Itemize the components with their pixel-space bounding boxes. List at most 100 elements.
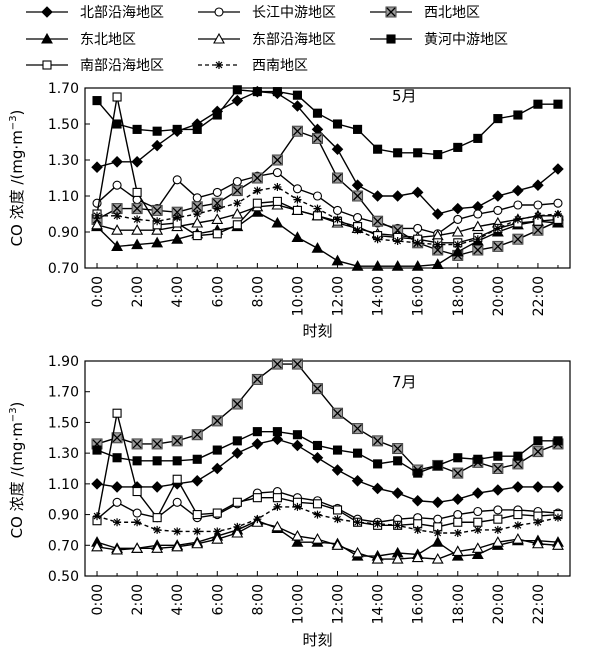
data-point-cross <box>272 155 282 165</box>
series-line <box>96 89 558 156</box>
legend-label-7: 南部沿海地区 <box>80 58 164 74</box>
data-point <box>532 179 544 191</box>
y-tick-label: 1.30 <box>48 153 79 169</box>
data-point-shape <box>172 175 182 185</box>
data-point-shape <box>191 216 204 228</box>
data-point-shape <box>132 456 142 466</box>
data-point-shape <box>111 481 123 493</box>
data-point-shape <box>291 529 304 541</box>
data-point-shape <box>253 186 262 195</box>
series-series-5 <box>91 514 564 561</box>
data-point <box>93 211 102 220</box>
data-point <box>191 429 203 441</box>
legend-label-4: 东北地区 <box>80 32 136 48</box>
data-point-shape <box>172 456 182 466</box>
data-point-shape <box>373 519 382 528</box>
data-point-shape <box>111 156 123 168</box>
data-point-shape <box>433 240 442 249</box>
data-point <box>272 427 282 437</box>
data-point <box>253 515 262 524</box>
data-point-shape <box>353 213 363 223</box>
data-point-shape <box>131 542 144 553</box>
data-point <box>392 443 404 455</box>
data-point-shape <box>493 514 503 524</box>
data-point <box>513 521 522 530</box>
data-point-cross <box>393 444 403 453</box>
data-point <box>471 220 484 232</box>
data-point-shape <box>433 460 443 470</box>
data-point-shape <box>471 220 484 232</box>
data-point-shape <box>251 438 264 450</box>
data-point <box>332 407 344 419</box>
data-point-shape <box>272 493 282 503</box>
data-point-cross <box>132 204 142 214</box>
data-point <box>552 539 564 550</box>
x-tick-label: 18:00 <box>451 584 467 624</box>
data-point-shape <box>291 100 304 112</box>
data-point <box>252 493 262 503</box>
legend-item-2: 长江中游地区 <box>198 5 336 21</box>
data-point-shape <box>111 543 124 555</box>
x-tick-label: 12:00 <box>331 276 347 316</box>
data-point <box>291 231 304 242</box>
data-point <box>153 217 162 226</box>
data-point-shape <box>391 487 404 499</box>
data-point-shape <box>151 481 163 493</box>
data-point <box>513 451 523 461</box>
data-point <box>113 518 122 527</box>
data-point <box>513 215 522 224</box>
data-point-shape <box>451 225 464 237</box>
data-point <box>112 453 122 463</box>
data-point-shape <box>411 494 424 507</box>
data-point <box>493 505 503 515</box>
data-point <box>332 172 344 184</box>
x-tick-label: 14:00 <box>371 584 387 624</box>
data-point-cross <box>292 126 302 136</box>
data-point-shape <box>311 451 324 464</box>
data-point <box>431 496 444 509</box>
data-point-shape <box>291 439 304 452</box>
data-point-shape <box>91 161 103 173</box>
data-point <box>411 494 424 507</box>
data-point <box>292 184 302 194</box>
data-point-shape <box>532 481 544 493</box>
data-point <box>433 150 443 160</box>
data-point <box>252 198 262 208</box>
y-tick-label: 1.10 <box>48 189 79 205</box>
series-series-1 <box>91 85 564 220</box>
series-line <box>96 438 558 503</box>
data-point <box>231 447 244 459</box>
data-point <box>191 537 204 549</box>
data-point <box>173 527 182 536</box>
data-point <box>433 514 443 524</box>
data-point <box>131 156 143 168</box>
legend-marker-3-cross <box>386 7 396 17</box>
data-point-cross <box>533 225 543 235</box>
data-point-shape <box>433 514 443 524</box>
data-point <box>191 216 204 228</box>
legend-label-8: 西南地区 <box>252 58 308 74</box>
data-point-shape <box>173 527 182 536</box>
data-point-shape <box>312 440 323 451</box>
series-line <box>96 430 558 474</box>
data-point <box>511 533 524 544</box>
data-point <box>132 456 142 466</box>
data-point-shape <box>111 224 124 235</box>
data-point-shape <box>433 529 442 537</box>
data-point-shape <box>453 214 463 224</box>
data-point <box>411 551 424 563</box>
data-point <box>232 177 242 187</box>
data-point-shape <box>253 515 262 524</box>
data-point <box>332 445 343 455</box>
data-point-shape <box>493 224 502 233</box>
data-point-cross <box>513 234 523 244</box>
data-point <box>192 454 202 464</box>
series-series-8 <box>93 502 562 537</box>
data-point-shape <box>291 231 304 242</box>
data-point <box>252 427 262 437</box>
data-point-cross <box>192 202 202 212</box>
data-point-cross <box>353 424 363 434</box>
data-point-shape <box>273 183 282 191</box>
data-point <box>231 398 243 410</box>
legend-label-6: 黄河中游地区 <box>424 31 508 48</box>
